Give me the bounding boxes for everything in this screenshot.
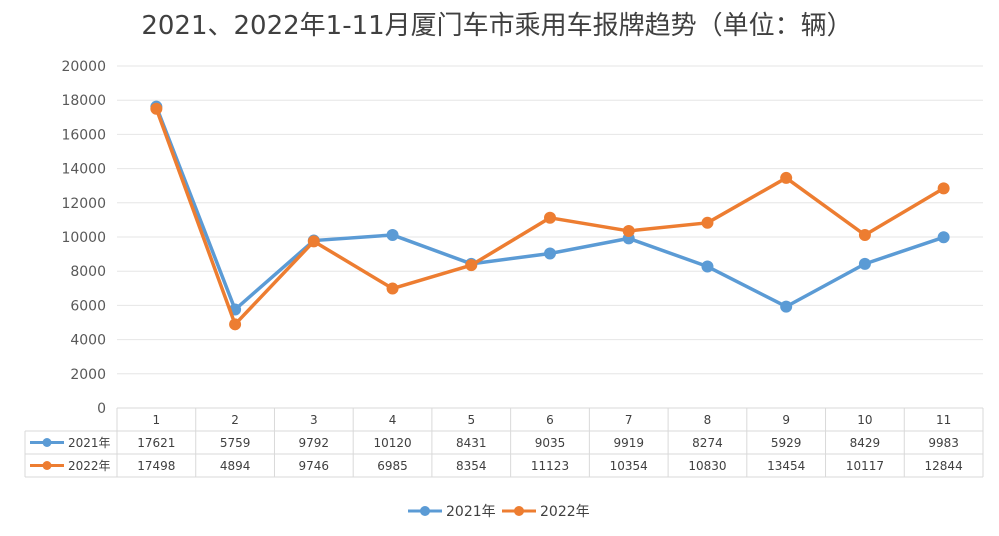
y-axis: 0 2000 4000 6000 8000 10000 12000 14000 16000 180…	[61, 59, 106, 417]
data-label: 8274	[692, 436, 723, 450]
table-legend-marker	[42, 438, 52, 447]
data-label: 9983	[928, 436, 959, 450]
data-label: 9746	[299, 459, 330, 473]
y-tick-label: 12000	[61, 196, 106, 212]
data-point	[858, 257, 871, 270]
data-point	[544, 247, 556, 260]
y-tick-label: 4000	[70, 333, 106, 349]
x-tick-label: 7	[625, 413, 633, 427]
y-tick-label: 6000	[70, 298, 106, 314]
data-label: 17621	[137, 436, 175, 450]
x-tick-label: 9	[782, 413, 790, 427]
data-label: 9919	[613, 436, 644, 450]
y-tick-label: 8000	[70, 264, 106, 280]
table-series-name: 2021年	[68, 436, 111, 450]
x-tick-label: 3	[310, 413, 318, 427]
data-label: 12844	[925, 459, 963, 473]
data-label: 5759	[220, 436, 251, 450]
legend-label: 2021年	[446, 504, 496, 520]
data-point	[622, 224, 635, 237]
legend-item: 2021年	[408, 504, 496, 520]
gridlines	[117, 65, 983, 375]
data-label: 17498	[137, 459, 175, 473]
data-label: 4894	[220, 459, 251, 473]
legend-marker	[514, 506, 524, 516]
data-label: 10120	[373, 436, 411, 450]
data-label: 8429	[850, 436, 881, 450]
x-tick-label: 4	[389, 413, 397, 427]
x-tick-label: 11	[936, 413, 951, 427]
data-label: 10117	[846, 459, 884, 473]
data-point	[937, 231, 950, 244]
data-label: 13454	[767, 459, 805, 473]
y-tick-label: 18000	[61, 93, 106, 109]
series	[150, 102, 950, 331]
y-tick-label: 14000	[61, 162, 106, 178]
legend-label: 2022年	[540, 504, 590, 520]
data-point	[150, 102, 163, 115]
data-label: 9035	[535, 436, 566, 450]
series-lines	[150, 100, 950, 331]
table-series-name: 2022年	[68, 459, 111, 473]
x-tick-label: 6	[546, 413, 554, 427]
data-label: 9792	[299, 436, 330, 450]
data-point	[858, 228, 871, 241]
data-table: 1 2 3 4 5 6 7 8 9 10 11 2021年 17621 5759 9792 10120 8431…	[24, 407, 984, 478]
data-point	[465, 259, 478, 272]
data-point	[307, 235, 320, 248]
x-tick-label: 5	[467, 413, 475, 427]
data-point	[701, 260, 714, 273]
data-label: 11123	[531, 459, 569, 473]
data-label: 10830	[688, 459, 726, 473]
data-point	[937, 182, 950, 195]
data-point	[544, 211, 556, 224]
data-point	[386, 228, 399, 241]
data-point	[780, 171, 793, 184]
data-point	[386, 282, 399, 295]
x-tick-label: 2	[231, 413, 239, 427]
data-point	[780, 300, 793, 313]
y-tick-label: 20000	[61, 59, 106, 75]
legend: 2021年 2022年	[408, 504, 590, 520]
data-label: 8431	[456, 436, 487, 450]
y-tick-label: 10000	[61, 230, 106, 246]
x-tick-label: 10	[857, 413, 872, 427]
table-legend-marker	[42, 461, 52, 470]
legend-marker	[420, 506, 430, 516]
y-tick-label: 2000	[70, 367, 106, 383]
x-tick-label: 8	[704, 413, 712, 427]
data-label: 6985	[377, 459, 408, 473]
data-point	[229, 318, 242, 331]
legend-item: 2022年	[502, 504, 590, 520]
chart-title: 2021、2022年1-11月厦门车市乘用车报牌趋势（单位：辆）	[141, 11, 852, 41]
data-label: 5929	[771, 436, 802, 450]
y-tick-label: 16000	[61, 127, 106, 143]
x-tick-label: 1	[153, 413, 161, 427]
data-label: 8354	[456, 459, 487, 473]
data-label: 10354	[610, 459, 648, 473]
data-point	[701, 216, 714, 229]
y-tick-label: 0	[97, 401, 106, 417]
